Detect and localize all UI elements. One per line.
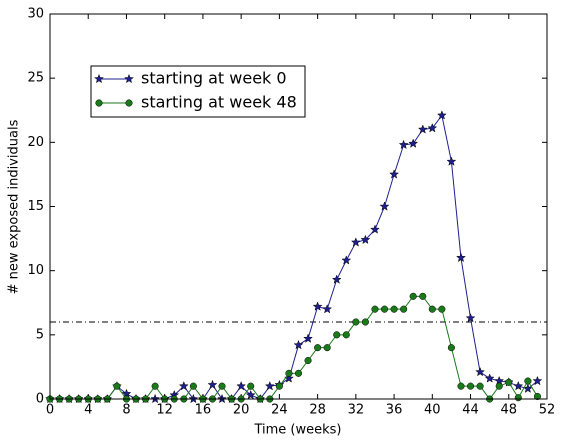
data-point: [275, 382, 283, 390]
data-point: [371, 305, 379, 313]
legend-marker: [95, 99, 103, 107]
x-tick-label: 40: [424, 403, 441, 418]
data-point: [389, 169, 400, 179]
x-tick-label: 28: [309, 403, 326, 418]
data-point: [323, 344, 331, 352]
data-point: [264, 380, 275, 391]
data-point: [218, 382, 226, 390]
data-point: [352, 318, 360, 326]
y-tick-label: 5: [36, 327, 44, 342]
data-point: [436, 110, 447, 120]
data-point: [427, 122, 438, 133]
x-tick-label: 44: [462, 403, 479, 418]
x-tick-label: 0: [46, 403, 54, 418]
data-point: [524, 377, 532, 385]
data-point: [285, 369, 293, 377]
data-point: [304, 356, 312, 365]
data-point: [532, 375, 543, 386]
data-point: [331, 274, 342, 284]
data-point: [398, 139, 409, 150]
data-point: [178, 380, 189, 391]
data-point: [333, 331, 341, 339]
y-axis-label: # new exposed individuals: [7, 119, 22, 294]
data-point: [428, 305, 436, 313]
data-point: [447, 344, 455, 352]
data-point: [446, 156, 457, 166]
plot-frame: [49, 13, 548, 400]
x-tick-label: 24: [271, 403, 288, 418]
legend-label: starting at week 0: [141, 69, 287, 88]
data-point: [303, 333, 313, 343]
data-point: [495, 382, 503, 390]
data-point: [294, 369, 303, 377]
x-axis-label: Time (weeks): [253, 423, 341, 438]
data-point: [514, 394, 522, 402]
data-point: [408, 138, 419, 148]
data-point: [533, 392, 541, 400]
x-tick-label: 20: [233, 403, 250, 418]
data-point: [113, 382, 121, 390]
y-tick-label: 0: [36, 392, 44, 407]
data-point: [419, 292, 427, 300]
x-tick-label: 16: [195, 403, 212, 418]
data-point: [465, 312, 476, 323]
x-tick-label: 8: [122, 403, 130, 418]
data-point: [322, 303, 333, 314]
legend-label: starting at week 48: [141, 93, 297, 112]
y-tick-label: 25: [27, 71, 44, 86]
y-tick-label: 15: [27, 199, 44, 214]
data-point: [207, 379, 218, 390]
x-tick-label: 12: [156, 403, 173, 418]
data-point: [314, 344, 322, 352]
data-point: [417, 124, 428, 134]
data-point: [400, 305, 408, 313]
x-tick-label: 32: [348, 403, 365, 418]
y-tick-label: 10: [27, 263, 44, 278]
data-point: [245, 389, 256, 400]
data-point: [505, 378, 513, 386]
data-point: [236, 381, 247, 391]
data-point: [466, 382, 475, 390]
data-point: [380, 305, 389, 313]
data-point: [513, 380, 524, 391]
legend-marker: [125, 99, 133, 107]
legend-marker: [94, 73, 104, 84]
x-tick-label: 52: [539, 403, 556, 418]
data-point: [342, 331, 350, 339]
data-point: [457, 382, 465, 390]
data-point: [484, 373, 495, 383]
x-tick-label: 36: [386, 403, 403, 418]
x-tick-label: 4: [84, 403, 92, 418]
legend-box: [90, 65, 306, 118]
data-point: [293, 339, 304, 350]
data-point: [409, 292, 417, 300]
x-tick-label: 48: [500, 403, 517, 418]
data-point: [360, 234, 371, 245]
data-point: [379, 201, 390, 211]
data-point: [312, 301, 323, 311]
data-point: [189, 382, 197, 390]
data-point: [151, 382, 159, 390]
data-point: [350, 237, 361, 247]
y-tick-label: 20: [27, 135, 44, 150]
data-point: [438, 305, 446, 313]
data-point: [341, 255, 352, 265]
data-point: [390, 305, 398, 313]
series-line: [50, 114, 538, 400]
y-tick-label: 30: [27, 7, 44, 22]
data-point: [476, 382, 484, 390]
data-point: [475, 366, 486, 377]
legend-marker: [124, 73, 134, 84]
data-point: [247, 382, 255, 390]
data-point: [370, 224, 380, 234]
data-point: [361, 318, 369, 326]
data-point: [456, 252, 466, 263]
series-line: [50, 295, 538, 400]
